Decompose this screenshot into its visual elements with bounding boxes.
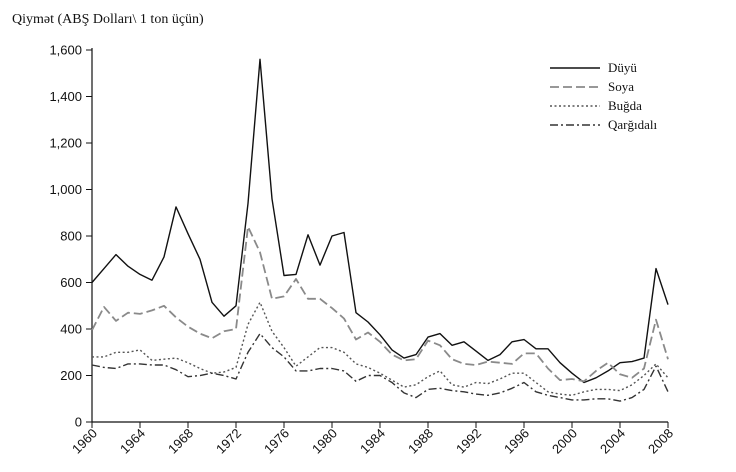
series-line-1 [91, 58, 669, 384]
x-tick-label: 1992 [453, 426, 484, 457]
legend-label-2: Soya [608, 79, 634, 94]
x-tick-label: 2000 [549, 426, 580, 457]
y-tick-label: 1,600 [49, 43, 82, 58]
x-tick-label: 1976 [261, 426, 292, 457]
legend-label-3: Buğda [608, 98, 642, 113]
axes [91, 48, 668, 423]
y-tick-label: 1,400 [49, 89, 82, 104]
series-line-2 [91, 225, 669, 383]
x-tick-label: 1960 [69, 426, 100, 457]
x-tick-label: 1996 [501, 426, 532, 457]
y-tick-label: 800 [60, 229, 82, 244]
x-tick-label: 2008 [645, 426, 676, 457]
y-tick-label: 200 [60, 368, 82, 383]
legend-label-4: Qarğıdalı [608, 117, 657, 132]
ticks: 0 200 400 600 800 1,000 1,200 1,400 1,600 1960 196… [49, 43, 676, 457]
y-tick-label: 600 [60, 275, 82, 290]
legend-label-1: Düyü [608, 60, 637, 75]
x-tick-label: 1964 [117, 426, 148, 457]
y-tick-label: 400 [60, 322, 82, 337]
legend: Düyü Soya Buğda Qarğıdalı [550, 60, 657, 132]
x-tick-label: 1984 [357, 426, 388, 457]
y-axis-title: Qiymət (ABŞ Dolları\ 1 ton üçün) [12, 12, 204, 27]
x-tick-label: 1972 [213, 426, 244, 457]
y-tick-label: 1,000 [49, 182, 82, 197]
series-lines [91, 58, 669, 402]
x-tick-label: 1968 [165, 426, 196, 457]
x-tick-label: 1980 [309, 426, 340, 457]
y-tick-label: 0 [75, 415, 82, 430]
y-tick-label: 1,200 [49, 136, 82, 151]
x-tick-label: 2004 [597, 426, 628, 457]
series-line-4 [91, 332, 669, 402]
x-tick-label: 1988 [405, 426, 436, 457]
